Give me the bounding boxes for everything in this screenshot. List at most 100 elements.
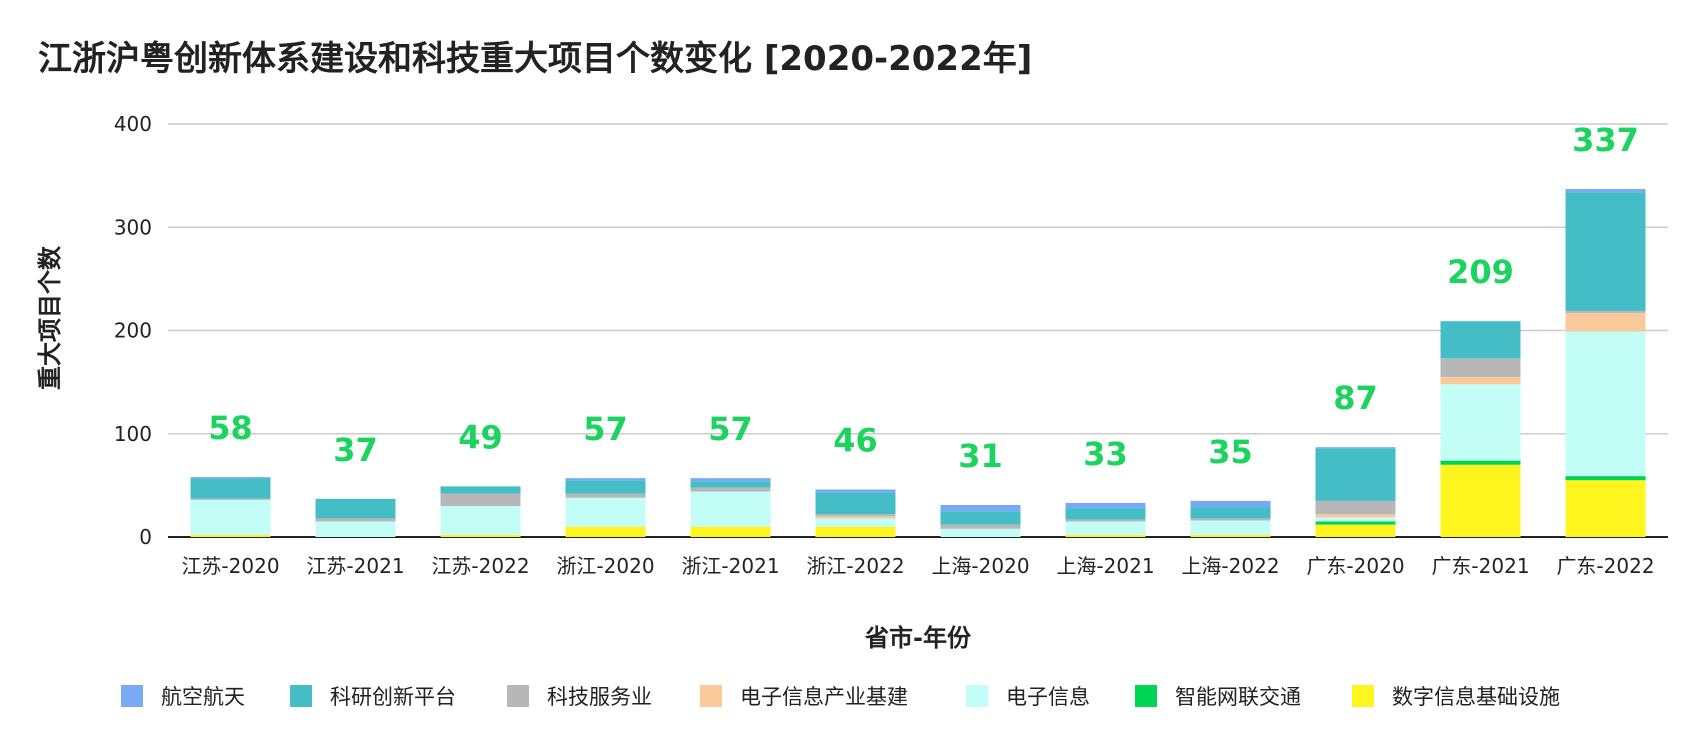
total-label: 58 [208,409,253,447]
bar-segment [1440,321,1521,359]
x-axis-title: 省市-年份 [864,624,972,652]
bar-segment [1065,534,1146,537]
bar-segment [815,516,896,519]
bar-segment [1190,518,1271,521]
grid [168,123,1668,538]
x-tick-label: 广东-2021 [1431,554,1529,578]
x-tick-label: 广东-2020 [1306,554,1404,578]
bar-segment [690,491,771,527]
bar-segment [1190,534,1271,537]
x-tick-label: 上海-2022 [1181,554,1279,578]
bar-segment [1190,500,1271,508]
bar-segment [815,518,896,527]
total-label: 37 [333,431,378,469]
y-tick-label: 0 [139,525,152,549]
total-label: 87 [1333,379,1378,417]
bar-segment [565,478,646,481]
bar-segment [190,478,271,499]
bar-segment [1315,524,1396,537]
legend: 航空航天 科研创新平台 科技服务业 电子信息产业基建 电子信息 智能网联交通 数字信息基础设… [121,685,1560,709]
bar-segment [565,480,646,494]
legend-label: 电子信息产业基建 [740,685,908,709]
total-label: 31 [958,437,1003,475]
bar-segment [315,521,396,537]
legend-label: 电子信息 [1006,685,1090,709]
bar-segment [1315,517,1396,522]
y-axis-ticks: 0 100 200 300 400 [114,112,152,549]
legend-swatch [1352,685,1374,707]
bar-segment [1065,508,1146,520]
bar-segment [1565,189,1646,193]
legend-label: 数字信息基础设施 [1392,685,1560,709]
total-label: 35 [1208,433,1253,471]
bar-segment [1440,464,1521,537]
bar-segment [1440,384,1521,461]
bar-segment [315,498,396,519]
bar-segment [1440,376,1521,385]
y-tick-label: 400 [114,112,152,136]
x-tick-label: 上海-2021 [1056,554,1154,578]
y-tick-label: 100 [114,422,152,446]
legend-label: 科研创新平台 [330,685,456,709]
bar-segment [190,477,271,479]
bar-segment [1565,192,1646,311]
bar-segment [1315,500,1396,515]
bar-segment [1565,310,1646,313]
bar-segment [815,489,896,493]
bar-segment [1065,519,1146,522]
bar-segment [940,504,1021,512]
legend-label: 智能网联交通 [1175,685,1301,709]
x-tick-label: 浙江-2020 [556,554,654,578]
bar-segment [815,526,896,537]
bar-segment [565,493,646,498]
legend-swatch [700,685,722,707]
bar-segment [690,487,771,492]
bar-segment [1565,331,1646,477]
bar-segment [1565,480,1646,537]
total-label: 46 [833,422,878,460]
bar-segment [1190,520,1271,535]
bar-segment [690,481,771,488]
bar-segment [440,506,521,535]
bar-segment [1315,448,1396,501]
bar-segment [690,478,771,482]
bar-segment [440,486,521,494]
bars [190,189,1646,537]
legend-swatch [507,685,529,707]
bar-segment [940,511,1021,525]
x-tick-label: 浙江-2021 [681,554,779,578]
x-tick-label: 广东-2022 [1556,554,1654,578]
total-label: 337 [1572,121,1639,159]
legend-swatch [1135,685,1157,707]
bar-segment [565,497,646,527]
bar-segment [815,514,896,517]
y-tick-label: 200 [114,319,152,343]
x-axis-ticks: 江苏-2020 江苏-2021 江苏-2022 浙江-2020 浙江-2021 浙江-20… [181,554,1654,578]
bar-segment [565,526,646,537]
bar-segment [1565,476,1646,481]
total-label: 49 [458,418,503,456]
bar-segment [940,528,1021,537]
x-tick-label: 江苏-2022 [431,554,529,578]
bar-segment [1315,521,1396,525]
x-tick-label: 浙江-2022 [806,554,904,578]
bar-segment [1065,521,1146,535]
total-labels: 58 37 49 57 57 46 31 33 35 87 209 337 [208,121,1639,475]
bar-segment [1065,502,1146,509]
total-label: 209 [1447,253,1514,291]
bar-segment [1190,507,1271,519]
bar-segment [940,524,1021,529]
bar-segment [1440,460,1521,465]
total-label: 57 [708,410,753,448]
legend-swatch [966,685,988,707]
bar-segment [190,534,271,537]
bar-segment [440,534,521,537]
x-tick-label: 上海-2020 [931,554,1029,578]
bar-segment [1315,514,1396,518]
y-axis-title: 重大项目个数 [36,245,64,390]
bar-segment [690,526,771,537]
bar-segment [190,499,271,535]
total-label: 33 [1083,435,1128,473]
legend-label: 航空航天 [161,685,245,709]
total-label: 57 [583,410,628,448]
